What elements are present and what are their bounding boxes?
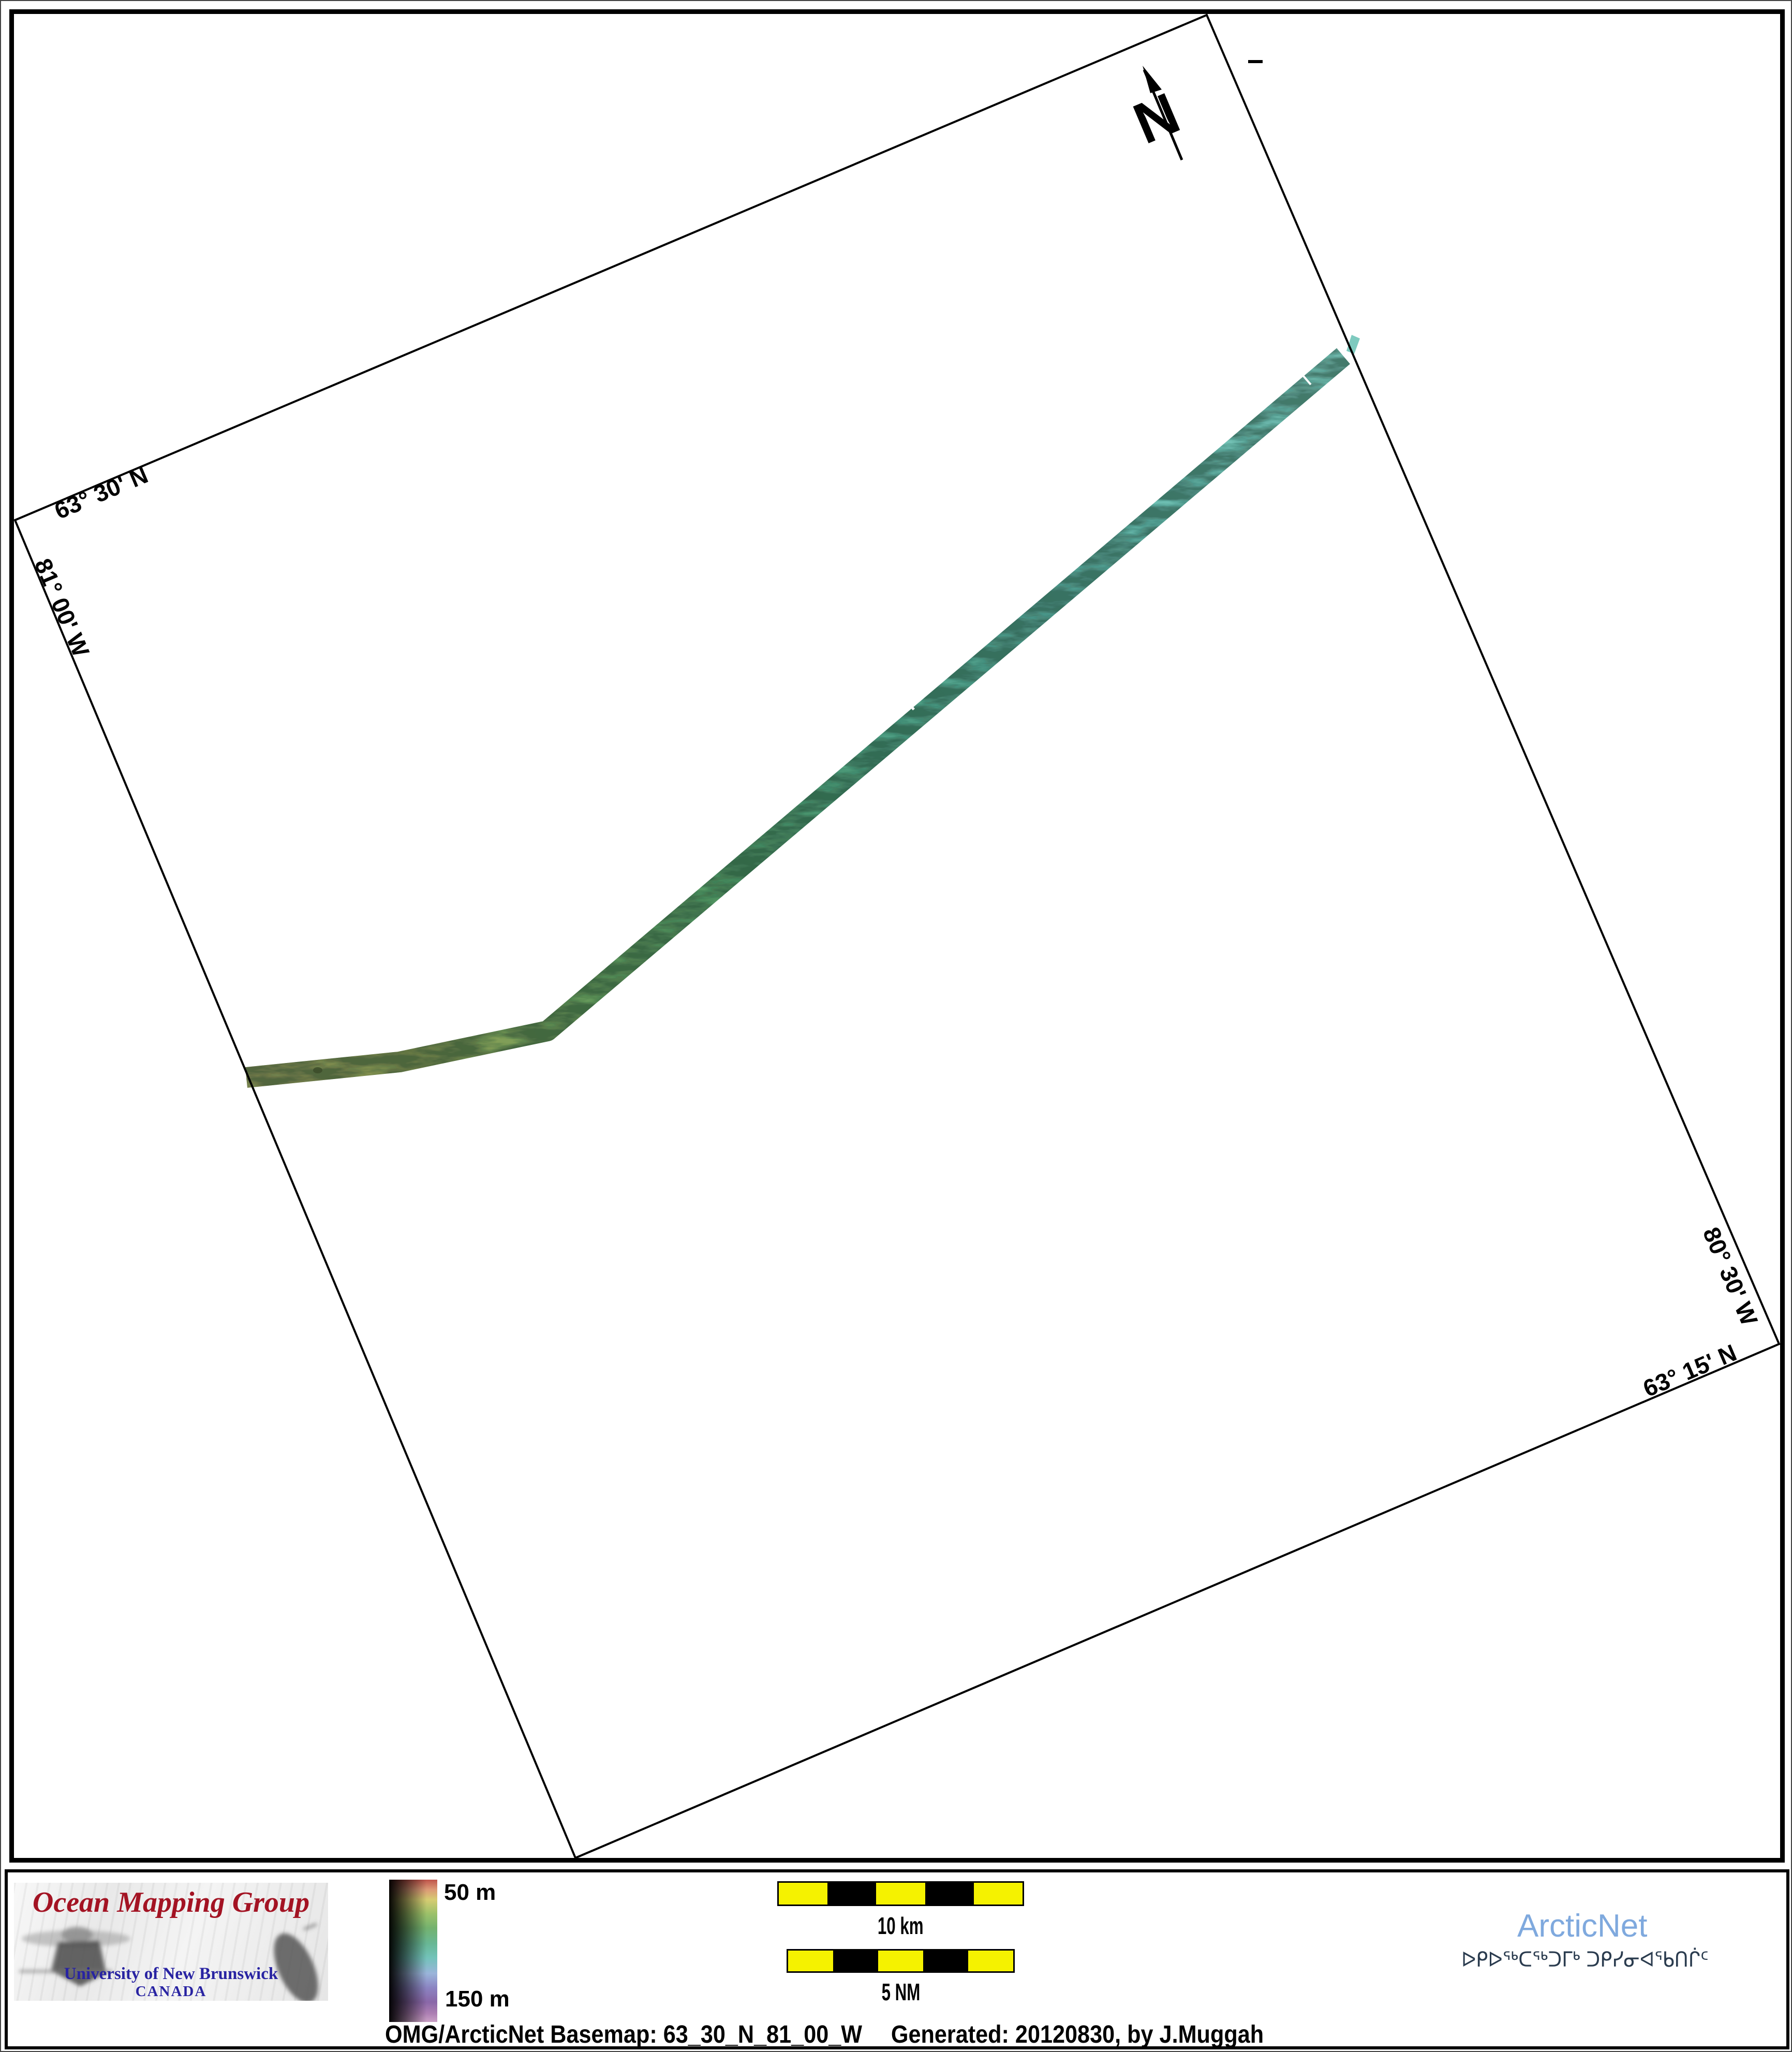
scalebar-segment: [827, 1883, 877, 1905]
depth-colorbar: [389, 1880, 437, 2022]
caption-basemap: OMG/ArcticNet Basemap: 63_30_N_81_00_W: [385, 2021, 863, 2048]
label-latitude-top: 63° 30' N: [51, 461, 152, 524]
scalebar-segment: [833, 1951, 878, 1971]
helicopter-icon: [19, 1927, 130, 1986]
arcticnet-inuktitut-name: ᐅᑭᐅᖅᑕᖅᑐᒥᒃ ᑐᑭᓯᓂᐊᖃᑎᒌᑦ: [1461, 1948, 1709, 1972]
map-neatline-frame: [9, 9, 1785, 1863]
scalebar-segment: [925, 1883, 974, 1905]
ship-icon: [274, 1923, 318, 2001]
scalebar-km-text: 10 km: [878, 1912, 924, 1939]
scalebar-segment: [779, 1883, 828, 1905]
omg-title: Ocean Mapping Group: [32, 1886, 310, 1918]
swath-gap-1-wedge: [898, 683, 911, 697]
swath-path: [245, 348, 1350, 1088]
scalebar-segment: [788, 1951, 833, 1971]
swath-feature-dot: [313, 1067, 322, 1073]
label-longitude-right: 80° 30' W: [1698, 1223, 1763, 1330]
multibeam-swath: [245, 335, 1360, 1088]
north-arrow-letter: N: [1124, 80, 1188, 156]
scalebar-km: [777, 1881, 1024, 1906]
scalebar-segment: [923, 1951, 968, 1971]
scalebar-segment: [973, 1883, 1023, 1905]
omg-logo-art: [19, 1923, 318, 2001]
omg-logo: Ocean Mapping Group University of New Br…: [14, 1883, 328, 2001]
map-boundary: [13, 13, 1781, 1859]
label-latitude-bottom: 63° 15' N: [1639, 1339, 1741, 1402]
label-longitude-left: 81° 00' W: [29, 555, 95, 661]
scalebar-segment: [876, 1883, 925, 1905]
north-arrow: N: [1124, 60, 1263, 160]
scalebar-nm-label: 5 NM: [787, 1978, 1015, 2006]
north-arrow-head-icon: [1143, 66, 1162, 93]
arcticnet-logo: ArcticNet: [1517, 1908, 1648, 1944]
scalebar-nm: [787, 1949, 1015, 1973]
basemap-caption: OMG/ArcticNet Basemap: 63_30_N_81_00_W Ge…: [385, 2020, 1264, 2049]
caption-generated: Generated: 20120830, by J.Muggah: [891, 2021, 1264, 2048]
scalebar-nm-text: 5 NM: [881, 1979, 920, 2005]
swath-gap-2: [1296, 368, 1312, 386]
scalebar-segment: [968, 1951, 1013, 1971]
depth-max-label: 150 m: [445, 1986, 510, 2012]
omg-country: CANADA: [135, 1983, 207, 2000]
swath-texture: [245, 348, 1350, 1088]
depth-min-label: 50 m: [444, 1880, 496, 1905]
scalebar-km-label: 10 km: [777, 1912, 1024, 1940]
omg-university: University of New Brunswick: [64, 1965, 278, 1983]
scalebar-segment: [878, 1951, 923, 1971]
